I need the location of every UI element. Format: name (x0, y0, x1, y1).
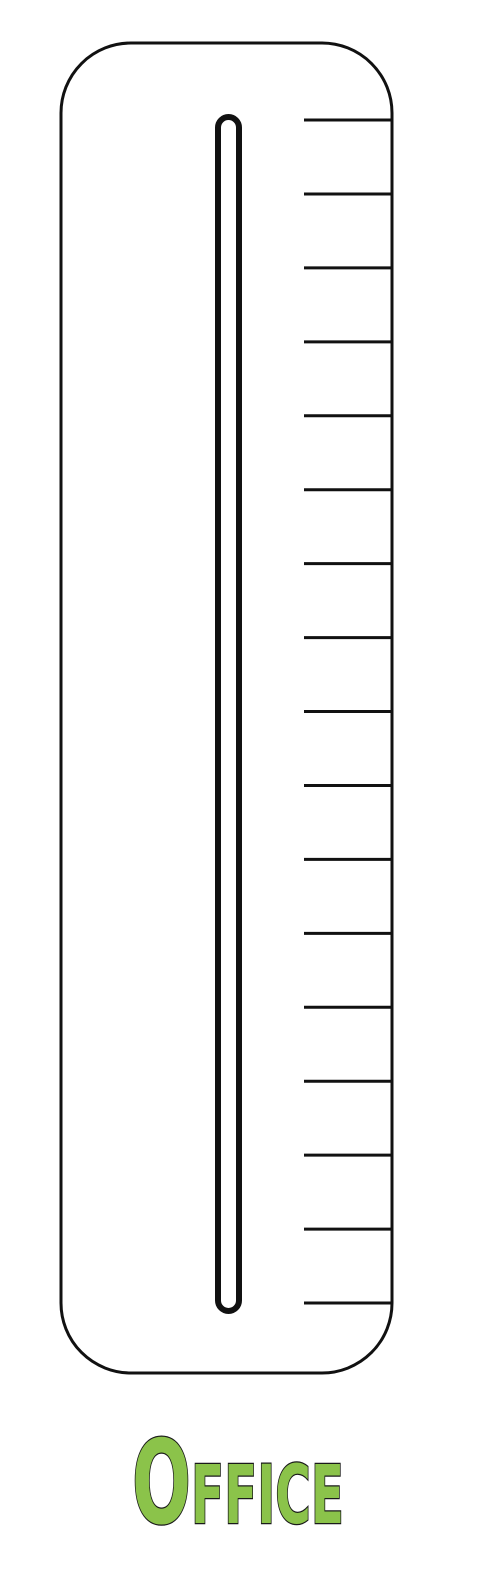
room-label: Office (0, 1395, 504, 1545)
tick-marks (304, 118, 392, 1305)
thermometer-graphic (59, 41, 394, 1375)
room-label-text: Office (132, 1416, 344, 1545)
thermometer-tube (215, 114, 242, 1314)
